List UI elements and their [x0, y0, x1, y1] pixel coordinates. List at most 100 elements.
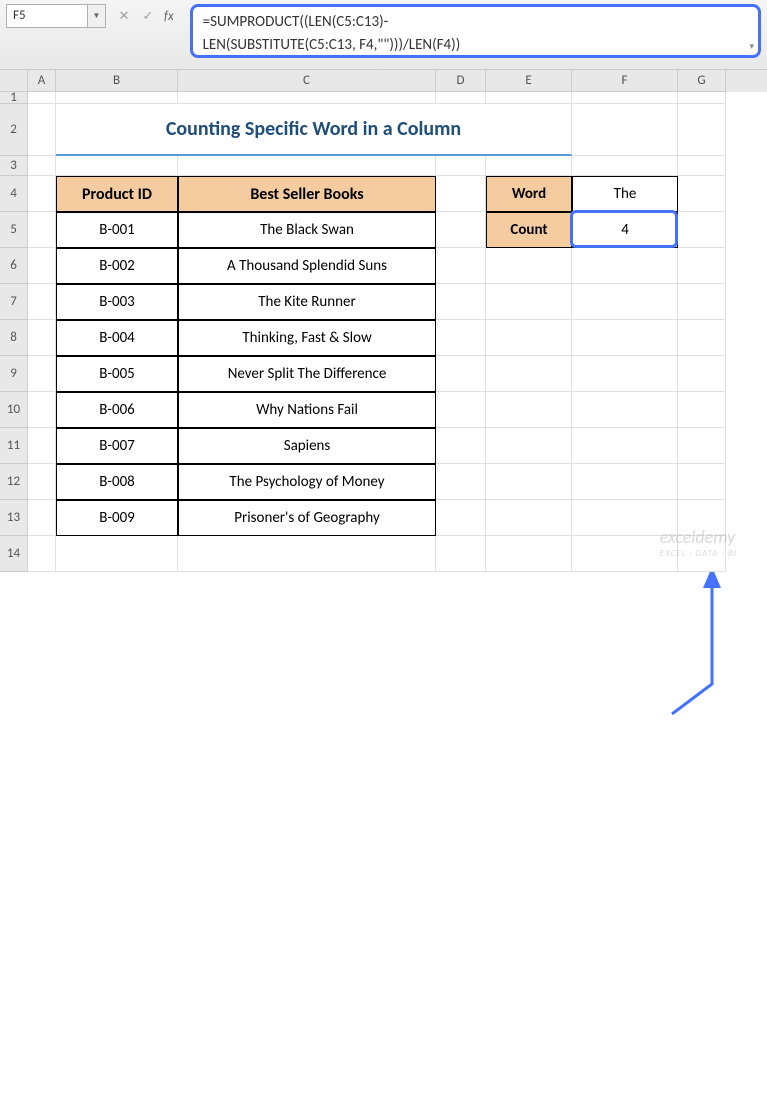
col-header-B[interactable]: B: [56, 70, 178, 92]
cell[interactable]: [486, 500, 572, 536]
row-header-11[interactable]: 11: [0, 428, 28, 464]
formula-bar[interactable]: =SUMPRODUCT((LEN(C5:C13)- LEN(SUBSTITUTE…: [190, 4, 761, 58]
cell[interactable]: [678, 428, 726, 464]
cell[interactable]: [28, 320, 56, 356]
cell[interactable]: [28, 536, 56, 572]
cell[interactable]: [56, 92, 178, 104]
table-row[interactable]: B-008: [56, 464, 178, 500]
cell[interactable]: [572, 284, 678, 320]
table-row[interactable]: B-006: [56, 392, 178, 428]
cell[interactable]: [678, 320, 726, 356]
name-box[interactable]: F5: [6, 4, 88, 28]
cancel-icon[interactable]: ✕: [116, 8, 132, 24]
cell[interactable]: [486, 92, 572, 104]
col-header-A[interactable]: A: [28, 70, 56, 92]
cell[interactable]: [28, 92, 56, 104]
cell[interactable]: [28, 212, 56, 248]
row-header-6[interactable]: 6: [0, 248, 28, 284]
cell[interactable]: [436, 92, 486, 104]
table-row[interactable]: B-003: [56, 284, 178, 320]
cell[interactable]: [178, 536, 436, 572]
table-row[interactable]: Sapiens: [178, 428, 436, 464]
col-header-C[interactable]: C: [178, 70, 436, 92]
cell[interactable]: [486, 392, 572, 428]
table-row[interactable]: B-004: [56, 320, 178, 356]
cell[interactable]: [678, 212, 726, 248]
cell[interactable]: [572, 104, 678, 156]
cell[interactable]: [678, 356, 726, 392]
cell[interactable]: [56, 156, 178, 176]
table-row[interactable]: A Thousand Splendid Suns: [178, 248, 436, 284]
cell[interactable]: [678, 284, 726, 320]
cell[interactable]: [28, 104, 56, 156]
enter-icon[interactable]: ✓: [140, 8, 156, 24]
row-header-10[interactable]: 10: [0, 392, 28, 428]
row-header-1[interactable]: 1: [0, 92, 28, 104]
cell[interactable]: [436, 212, 486, 248]
cell[interactable]: [28, 284, 56, 320]
table-row[interactable]: Why Nations Fail: [178, 392, 436, 428]
cell[interactable]: [28, 156, 56, 176]
cell[interactable]: [678, 464, 726, 500]
cell[interactable]: [486, 464, 572, 500]
row-header-12[interactable]: 12: [0, 464, 28, 500]
cell[interactable]: [572, 320, 678, 356]
word-label[interactable]: Word: [486, 176, 572, 212]
cell[interactable]: [678, 392, 726, 428]
cell[interactable]: [28, 248, 56, 284]
table-row[interactable]: The Psychology of Money: [178, 464, 436, 500]
cell[interactable]: [678, 500, 726, 536]
cell[interactable]: [436, 176, 486, 212]
sheet-title[interactable]: Counting Specific Word in a Column: [56, 104, 572, 156]
cell[interactable]: [436, 320, 486, 356]
th-books[interactable]: Best Seller Books: [178, 176, 436, 212]
cell[interactable]: [178, 156, 436, 176]
col-header-F[interactable]: F: [572, 70, 678, 92]
cell[interactable]: [28, 428, 56, 464]
cell[interactable]: [678, 536, 726, 572]
cell[interactable]: [436, 356, 486, 392]
row-header-13[interactable]: 13: [0, 500, 28, 536]
table-row[interactable]: B-001: [56, 212, 178, 248]
cell[interactable]: [436, 500, 486, 536]
cell[interactable]: [486, 428, 572, 464]
th-product-id[interactable]: Product ID: [56, 176, 178, 212]
cell[interactable]: [436, 464, 486, 500]
row-header-3[interactable]: 3: [0, 156, 28, 176]
cell[interactable]: [178, 92, 436, 104]
row-header-2[interactable]: 2: [0, 104, 28, 156]
formula-expand-icon[interactable]: ▾: [749, 40, 754, 54]
row-header-4[interactable]: 4: [0, 176, 28, 212]
row-header-7[interactable]: 7: [0, 284, 28, 320]
name-box-dropdown[interactable]: ▼: [88, 4, 106, 28]
cell[interactable]: [436, 392, 486, 428]
cell[interactable]: [678, 248, 726, 284]
cell[interactable]: [436, 156, 486, 176]
select-all-corner[interactable]: [0, 70, 28, 92]
row-header-9[interactable]: 9: [0, 356, 28, 392]
table-row[interactable]: B-009: [56, 500, 178, 536]
cell[interactable]: [28, 464, 56, 500]
word-value[interactable]: The: [572, 176, 678, 212]
count-label[interactable]: Count: [486, 212, 572, 248]
cell[interactable]: [572, 156, 678, 176]
cell[interactable]: [436, 428, 486, 464]
cell[interactable]: [486, 356, 572, 392]
cell[interactable]: [486, 536, 572, 572]
cell[interactable]: [486, 284, 572, 320]
col-header-E[interactable]: E: [486, 70, 572, 92]
cell[interactable]: [678, 92, 726, 104]
table-row[interactable]: B-005: [56, 356, 178, 392]
cell[interactable]: [572, 428, 678, 464]
count-value[interactable]: 4: [572, 212, 678, 248]
table-row[interactable]: B-002: [56, 248, 178, 284]
cell[interactable]: [56, 536, 178, 572]
cell[interactable]: [572, 248, 678, 284]
cell[interactable]: [28, 392, 56, 428]
table-row[interactable]: The Black Swan: [178, 212, 436, 248]
cell[interactable]: [486, 248, 572, 284]
cell[interactable]: [28, 356, 56, 392]
cell[interactable]: [28, 500, 56, 536]
cell[interactable]: [436, 536, 486, 572]
table-row[interactable]: Never Split The Difference: [178, 356, 436, 392]
